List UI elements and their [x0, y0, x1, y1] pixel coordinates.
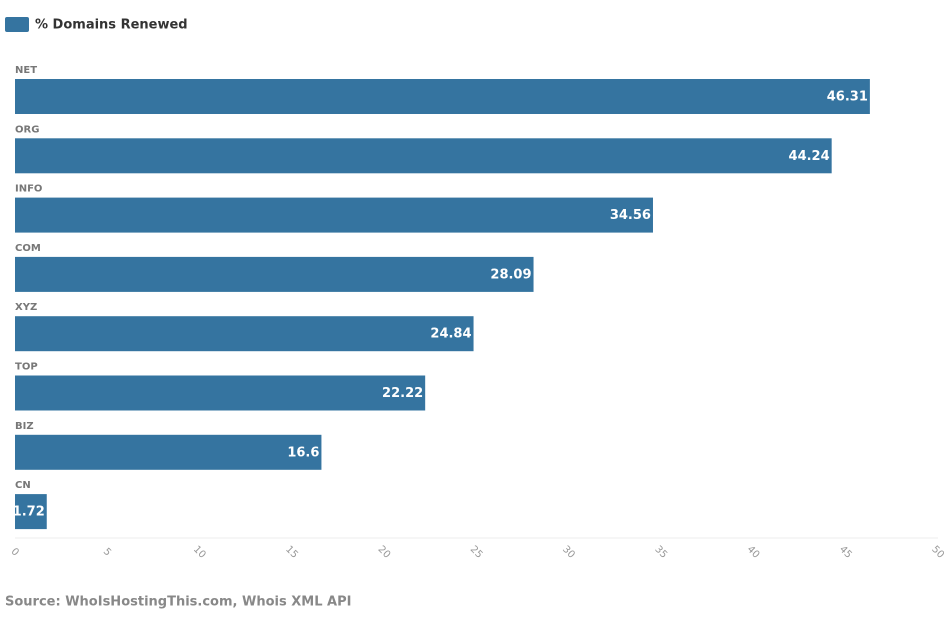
bar [15, 138, 832, 174]
source: Source: WhoIsHostingThis.com, Whois XML … [5, 595, 351, 610]
category-label: COM [15, 243, 41, 254]
category-label: CN [15, 480, 31, 491]
value-label: 22.22 [382, 386, 423, 401]
category-label: XYZ [15, 302, 37, 313]
value-label: 16.6 [287, 445, 319, 460]
x-tick-label: 40 [745, 544, 762, 561]
bar [15, 197, 653, 233]
category-label: BIZ [15, 421, 34, 432]
category-label: ORG [15, 124, 39, 135]
legend-swatch [5, 17, 29, 32]
value-label: 44.24 [789, 149, 830, 164]
bar [15, 316, 474, 352]
value-label: 1.72 [13, 505, 45, 520]
value-label: 46.31 [827, 90, 868, 105]
bar [15, 79, 870, 114]
category-label: NET [15, 65, 37, 76]
bar [15, 375, 426, 411]
bar [15, 494, 47, 530]
bar [15, 434, 322, 470]
value-label: 34.56 [610, 208, 651, 223]
x-tick-label: 45 [837, 544, 854, 561]
value-label: 24.84 [430, 327, 471, 342]
value-label: 28.09 [490, 267, 531, 282]
x-tick-label: 10 [191, 544, 208, 561]
x-tick-label: 20 [375, 544, 392, 561]
x-tick-label: 35 [652, 544, 669, 561]
x-tick-label: 30 [560, 544, 577, 561]
x-tick-label: 25 [468, 544, 485, 561]
x-tick-label: 15 [283, 544, 300, 561]
bar [15, 256, 534, 292]
category-label: INFO [15, 184, 42, 195]
x-tick-label: 5 [101, 546, 113, 558]
category-label: TOP [15, 362, 38, 373]
x-tick-label: 50 [929, 544, 946, 561]
legend-label: % Domains Renewed [35, 18, 188, 33]
x-tick-label: 0 [9, 546, 21, 558]
